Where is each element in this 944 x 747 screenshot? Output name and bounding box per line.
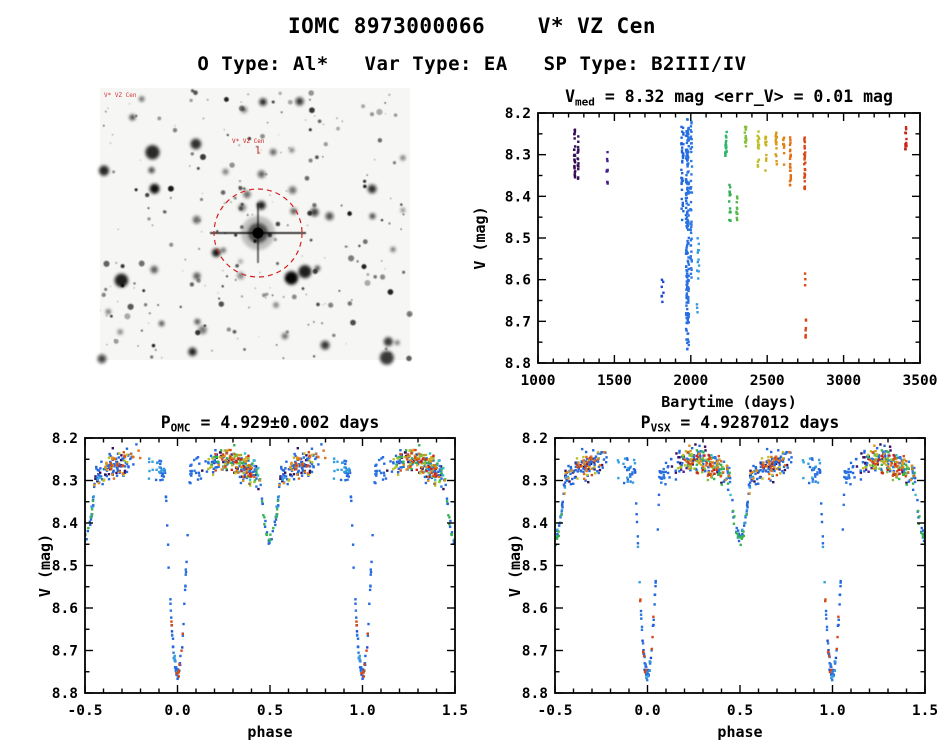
svg-text:Barytime (days): Barytime (days)	[661, 393, 796, 411]
svg-text:1.0: 1.0	[819, 703, 845, 719]
svg-text:8.8: 8.8	[505, 356, 531, 372]
svg-text:V (mag): V (mag)	[471, 206, 489, 269]
page-title: IOMC 8973000066 V* VZ Cen	[287, 14, 656, 38]
svg-text:1.0: 1.0	[349, 703, 375, 719]
svg-text:8.7: 8.7	[522, 644, 548, 660]
svg-text:V (mag): V (mag)	[36, 534, 54, 597]
svg-text:2500: 2500	[750, 373, 785, 389]
svg-text:8.3: 8.3	[52, 474, 78, 490]
svg-text:8.8: 8.8	[522, 686, 548, 702]
phase-plot-vsx: -0.5 0.0 0.5 1.0 1.5 8.2 8.3 8.4 8.5 8.6 8.7 8.8 pha…	[506, 413, 938, 741]
svg-text:8.4: 8.4	[522, 516, 548, 532]
svg-text:0.5: 0.5	[257, 703, 283, 719]
svg-text:0.0: 0.0	[634, 703, 660, 719]
page-subtitle: O Type: Al* Var Type: EA SP Type: B2III/…	[197, 53, 747, 75]
svg-text:-0.5: -0.5	[538, 703, 573, 719]
svg-text:8.6: 8.6	[52, 601, 78, 617]
svg-text:8.2: 8.2	[505, 106, 531, 122]
svg-text:8.6: 8.6	[505, 273, 531, 289]
svg-text:8.6: 8.6	[522, 601, 548, 617]
svg-text:8.2: 8.2	[522, 431, 548, 447]
svg-text:PVSX = 4.9287012 days: PVSX = 4.9287012 days	[641, 413, 840, 435]
svg-text:V (mag): V (mag)	[506, 534, 524, 597]
svg-text:V* VZ Cen: V* VZ Cen	[232, 138, 265, 145]
lightcurve-time-plot: 1000 1500 2000 2500 3000 3500 8.2 8.3 8.4 8.5 8.6 8…	[471, 87, 938, 411]
svg-text:1.5: 1.5	[912, 703, 938, 719]
svg-text:phase: phase	[717, 723, 762, 741]
svg-text:2000: 2000	[673, 373, 708, 389]
svg-text:1500: 1500	[597, 373, 632, 389]
svg-text:8.3: 8.3	[505, 148, 531, 164]
svg-text:3500: 3500	[903, 373, 938, 389]
svg-text:8.8: 8.8	[52, 686, 78, 702]
svg-text:POMC = 4.929±0.002 days: POMC = 4.929±0.002 days	[161, 413, 380, 435]
svg-text:8.2: 8.2	[52, 431, 78, 447]
svg-text:8.7: 8.7	[505, 314, 531, 330]
finder-chart-image: V* VZ Cen V* VZ Cen	[97, 88, 413, 365]
svg-text:0.5: 0.5	[727, 703, 753, 719]
svg-text:8.5: 8.5	[522, 559, 548, 575]
svg-text:8.4: 8.4	[505, 189, 531, 205]
svg-text:8.3: 8.3	[522, 474, 548, 490]
svg-text:0.0: 0.0	[164, 703, 190, 719]
phase-plot-omc: -0.5 0.0 0.5 1.0 1.5 8.2 8.3 8.4 8.5 8.6 8.7 8.8 pha…	[36, 413, 468, 741]
svg-text:8.5: 8.5	[505, 231, 531, 247]
svg-text:Vmed = 8.32 mag <err_V> = 0.01: Vmed = 8.32 mag <err_V> = 0.01 mag	[565, 87, 893, 109]
svg-text:3000: 3000	[826, 373, 861, 389]
svg-text:1.5: 1.5	[442, 703, 468, 719]
svg-text:-0.5: -0.5	[68, 703, 103, 719]
svg-text:phase: phase	[247, 723, 292, 741]
svg-text:8.4: 8.4	[52, 516, 78, 532]
svg-text:8.7: 8.7	[52, 644, 78, 660]
svg-text:8.5: 8.5	[52, 559, 78, 575]
svg-text:V* VZ Cen: V* VZ Cen	[104, 92, 137, 99]
svg-text:1000: 1000	[521, 373, 556, 389]
